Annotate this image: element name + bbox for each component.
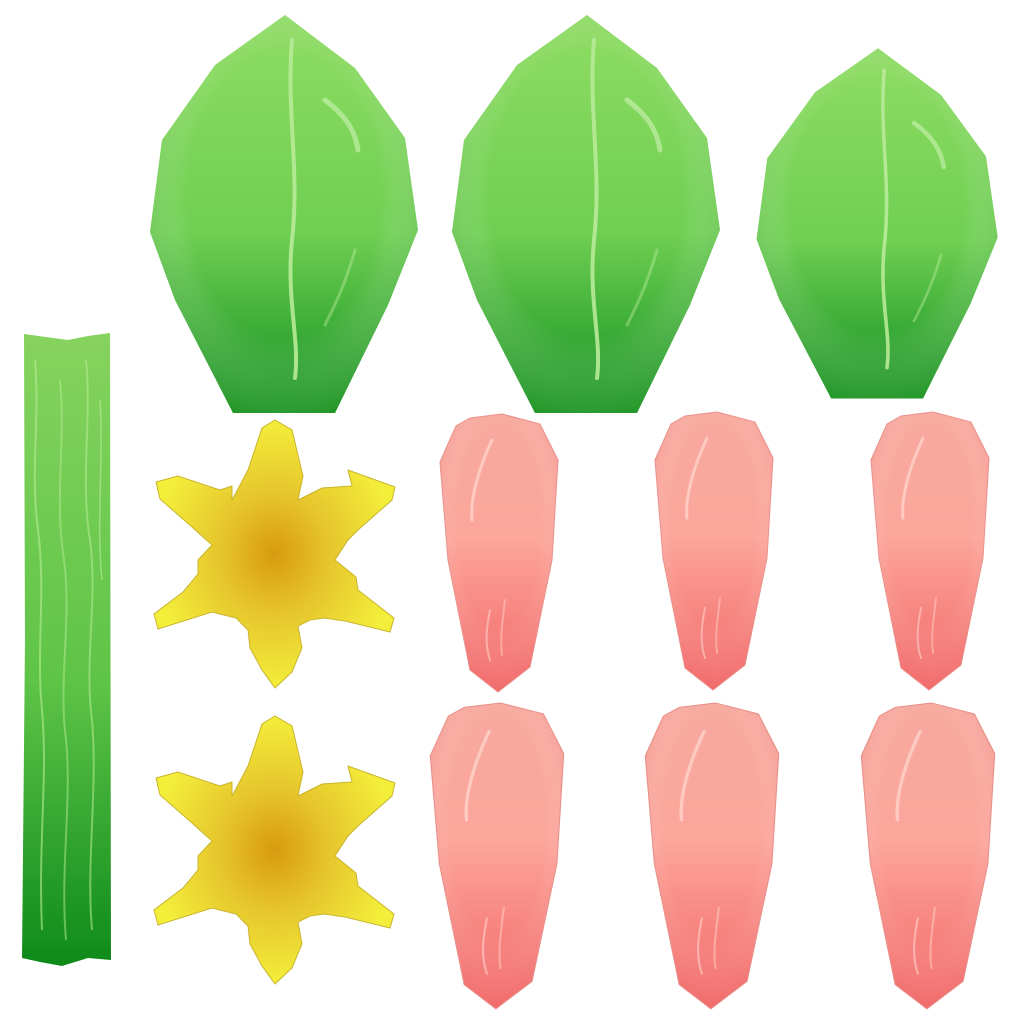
- petal-part-3: [869, 410, 991, 692]
- leaf-part-3: [757, 48, 998, 398]
- petal-part-1: [438, 412, 560, 694]
- flower-part-2: [153, 715, 396, 985]
- petal-part-4: [428, 701, 566, 1011]
- leaf-part-2: [452, 15, 720, 413]
- flower-part-1: [153, 419, 396, 689]
- petal-part-2: [653, 410, 775, 692]
- petal-part-6: [859, 701, 997, 1011]
- leaf-part-1: [150, 15, 418, 413]
- stem-part: [22, 333, 111, 966]
- petal-part-5: [643, 701, 781, 1011]
